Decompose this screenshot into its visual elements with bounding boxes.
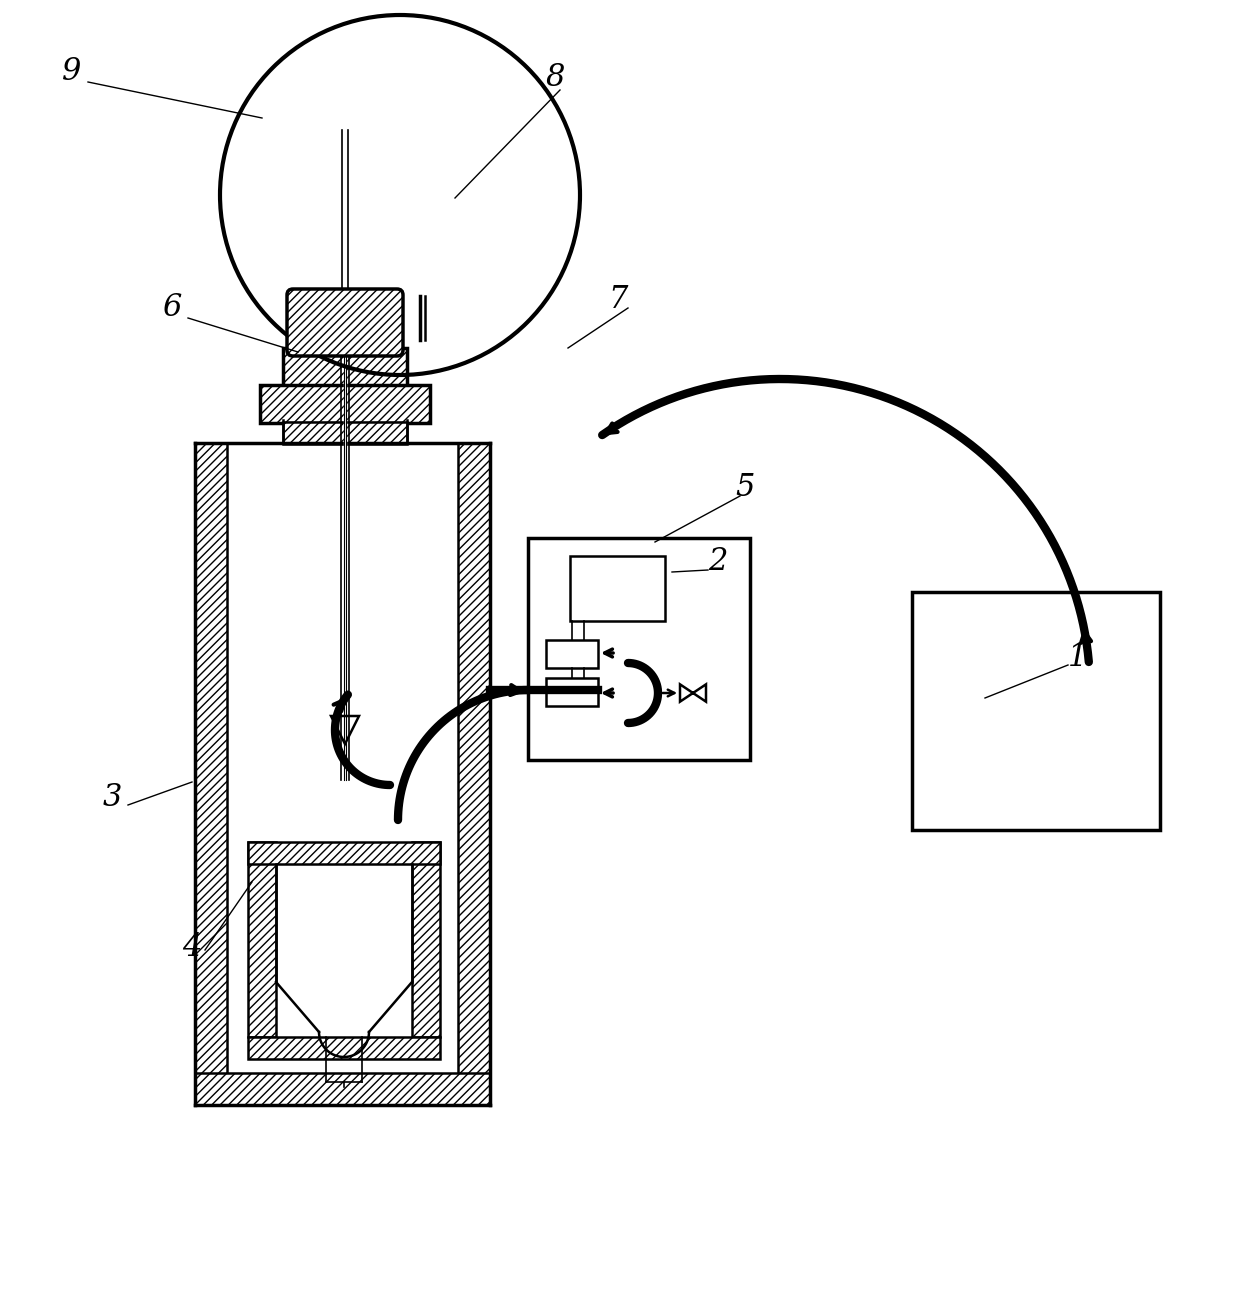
Text: 8: 8 [546,62,564,93]
Text: 5: 5 [735,473,755,503]
Text: 9: 9 [62,57,82,88]
Bar [195,443,227,1105]
Bar [283,422,407,444]
Text: 3: 3 [103,782,122,813]
Bar [546,678,598,706]
Text: 7: 7 [609,284,627,315]
FancyBboxPatch shape [286,289,403,356]
Bar [248,842,440,864]
Bar [248,1037,440,1059]
Bar [260,385,430,423]
Text: 6: 6 [162,293,182,324]
Bar [283,349,407,386]
Bar [412,842,440,1037]
Bar [528,538,750,760]
Bar [546,640,598,667]
Bar [227,443,458,1073]
Bar [911,593,1159,830]
Text: 4: 4 [182,932,202,963]
Bar [458,443,490,1105]
Text: 1: 1 [1069,643,1087,674]
Bar [195,1073,490,1105]
Text: 2: 2 [708,546,728,577]
Bar [248,842,277,1037]
Bar [277,864,412,1037]
Bar [570,556,665,621]
